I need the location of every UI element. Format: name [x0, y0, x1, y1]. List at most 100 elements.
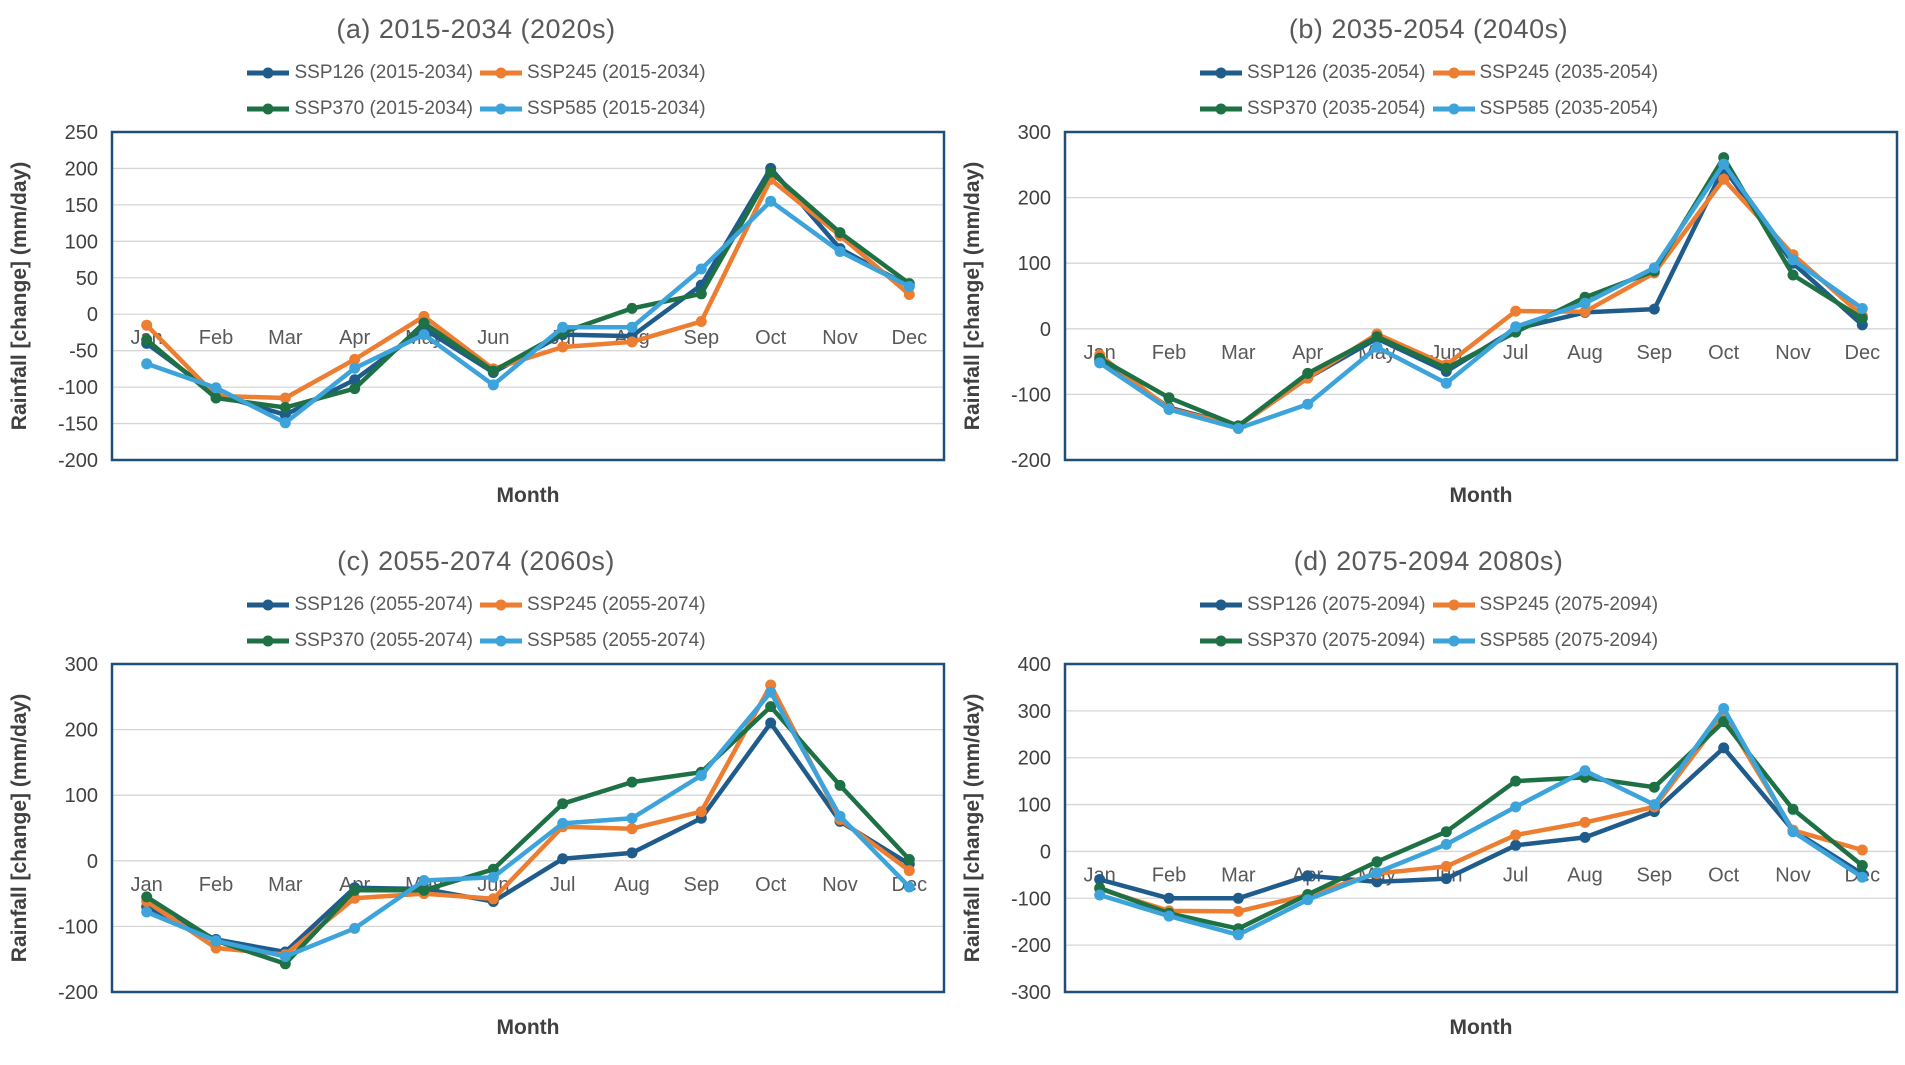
x-tick-label-feb: Feb: [199, 327, 233, 349]
data-point: [1579, 816, 1590, 828]
data-point: [626, 776, 638, 788]
data-point: [765, 717, 777, 729]
y-tick-label: -200: [58, 982, 98, 1004]
legend-item-ssp585: SSP585 (2015-2034): [479, 98, 706, 120]
data-point: [626, 302, 638, 314]
data-point: [418, 884, 430, 896]
legend-marker-icon: [247, 599, 290, 611]
panel-a-chart: 250200150100500-50-100-150-200JanFebMarA…: [8, 122, 946, 507]
panel-c-title: (c) 2055-2074 (2060s): [337, 546, 615, 576]
data-point: [1579, 831, 1590, 843]
y-tick-label: 300: [65, 654, 98, 676]
y-tick-label: 200: [1017, 748, 1050, 770]
x-tick-label-dec: Dec: [892, 327, 928, 349]
legend-label: SSP585 (2015-2034): [527, 98, 706, 119]
data-point: [1509, 801, 1521, 813]
data-point: [903, 865, 915, 877]
x-tick-label-mar: Mar: [1221, 864, 1256, 886]
x-tick-label-jun: Jun: [477, 327, 509, 349]
series-line-ssp370: [144, 704, 912, 967]
x-tick-label-oct: Oct: [1708, 864, 1740, 886]
data-point: [626, 847, 638, 859]
panel-b-title: (b) 2035-2054 (2040s): [1288, 14, 1569, 44]
x-tick-label-aug: Aug: [1567, 342, 1603, 364]
data-point: [1787, 269, 1798, 281]
x-tick-label-aug: Aug: [614, 874, 650, 896]
data-point: [1093, 889, 1105, 901]
data-point: [279, 402, 291, 413]
data-point: [557, 321, 569, 333]
legend-marker-icon: [480, 67, 522, 79]
series-line-ssp370: [1096, 719, 1865, 931]
data-point: [695, 770, 707, 781]
data-point: [1301, 367, 1313, 379]
chart-panel-b: (b) 2035-2054 (2040s) SSP126 (2035-2054)…: [952, 0, 1905, 532]
data-point: [695, 316, 707, 327]
legend-label: SSP245 (2015-2034): [527, 62, 706, 83]
y-tick-label: 300: [1017, 701, 1050, 723]
x-tick-label-jul: Jul: [550, 874, 576, 896]
data-point: [1579, 297, 1590, 309]
legend-item-ssp370: SSP370 (2035-2054): [1199, 98, 1426, 120]
y-tick-label: 0: [87, 304, 98, 326]
x-tick-label-dec: Dec: [1844, 342, 1880, 364]
x-tick-label-apr: Apr: [1292, 342, 1323, 364]
legend-item-ssp245: SSP245 (2055-2074): [479, 594, 706, 616]
panel-d-legend: SSP126 (2075-2094) SSP245 (2075-2094) SSP3…: [1199, 594, 1658, 652]
data-point: [1509, 305, 1521, 317]
legend-label: SSP585 (2055-2074): [527, 630, 706, 651]
plot-border: [1063, 130, 1898, 462]
legend-marker-icon: [1432, 103, 1475, 115]
data-point: [1509, 775, 1521, 787]
data-point: [903, 854, 915, 865]
y-tick-label: -200: [1010, 935, 1050, 957]
y-tick-label: -100: [1010, 384, 1050, 406]
y-tick-label: 200: [1017, 188, 1050, 210]
legend-label: SSP245 (2035-2054): [1479, 62, 1659, 83]
series-line-ssp245: [1096, 713, 1865, 914]
data-point: [487, 871, 499, 883]
chart-panel-a: (a) 2015-2034 (2020s) SSP126 (2015-2034)…: [0, 0, 952, 532]
data-point: [1371, 331, 1382, 343]
data-point: [765, 166, 777, 178]
data-point: [626, 823, 638, 835]
data-point: [487, 863, 499, 875]
x-tick-label-mar: Mar: [268, 327, 303, 349]
data-point: [1371, 856, 1382, 868]
data-point: [834, 227, 846, 239]
legend-item-ssp245: SSP245 (2075-2094): [1432, 594, 1659, 616]
data-point: [1856, 860, 1868, 871]
legend-label: SSP245 (2075-2094): [1479, 594, 1659, 615]
data-point: [557, 853, 569, 865]
y-axis-title: Rainfall [change] (mm/day): [961, 162, 984, 430]
plot-border: [110, 130, 946, 462]
data-point: [1717, 173, 1729, 185]
y-tick-label: 100: [65, 785, 98, 807]
data-point: [349, 353, 361, 365]
x-axis-title: Month: [497, 484, 560, 507]
legend-item-ssp245: SSP245 (2035-2054): [1432, 62, 1659, 84]
y-tick-label: -200: [58, 450, 98, 472]
y-tick-label: 150: [65, 195, 98, 217]
data-point: [210, 382, 222, 394]
series-line-ssp585: [1096, 706, 1865, 938]
x-axis-title: Month: [497, 1016, 560, 1039]
data-point: [141, 319, 153, 331]
x-tick-label-oct: Oct: [755, 874, 787, 896]
series-line-ssp585: [144, 689, 912, 959]
data-point: [349, 884, 361, 896]
y-tick-label: 100: [1017, 253, 1050, 275]
panel-b-legend: SSP126 (2035-2054) SSP245 (2035-2054) SSP3…: [1199, 62, 1658, 120]
data-point: [1371, 867, 1382, 878]
legend-label: SSP126 (2015-2034): [294, 62, 473, 83]
y-axis-title: Rainfall [change] (mm/day): [8, 162, 31, 430]
chart-panel-c: (c) 2055-2074 (2060s) SSP126 (2055-2074)…: [0, 532, 952, 1065]
data-point: [1509, 321, 1521, 333]
data-point: [279, 417, 291, 429]
data-point: [1440, 362, 1452, 374]
data-point: [349, 374, 361, 386]
legend-label: SSP585 (2035-2054): [1479, 98, 1659, 119]
data-point: [1579, 306, 1590, 318]
y-tick-label: -150: [58, 414, 98, 436]
